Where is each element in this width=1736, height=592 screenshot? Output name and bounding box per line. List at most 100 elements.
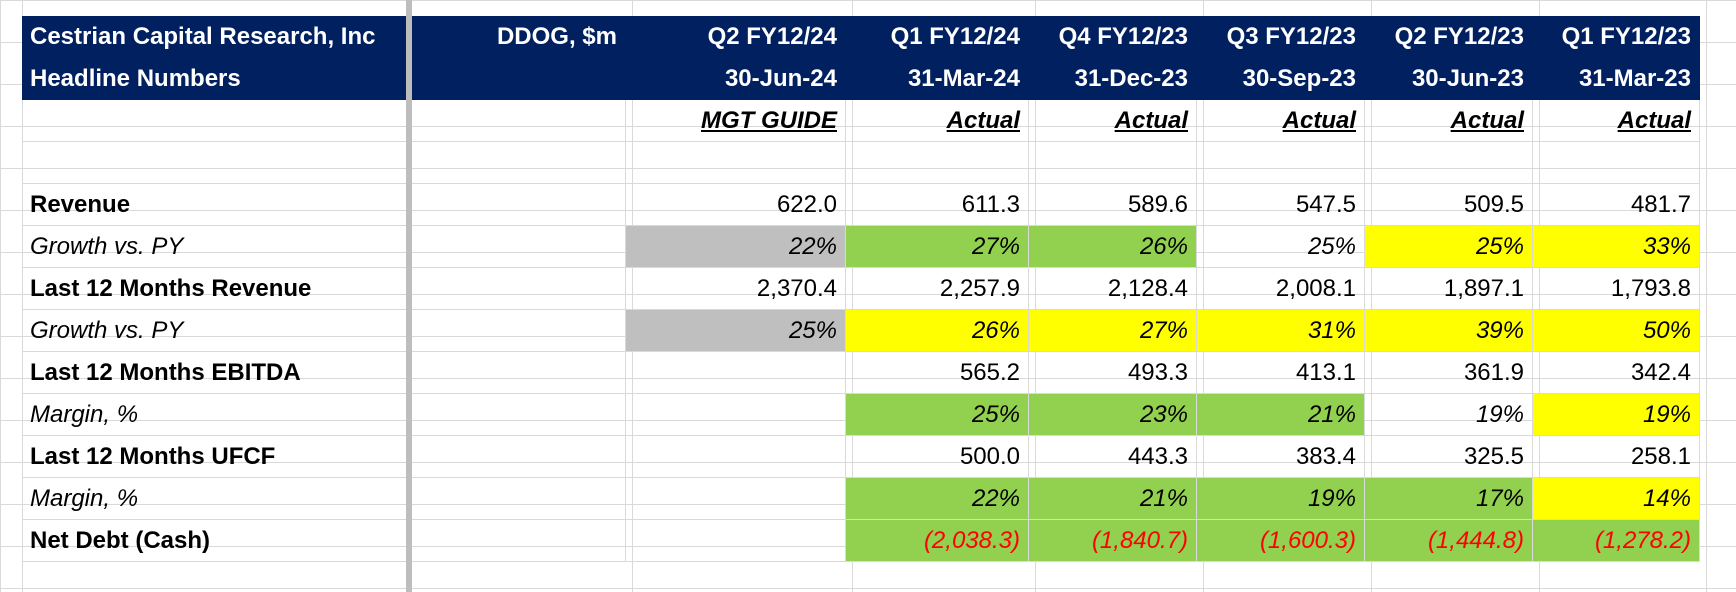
empty-cell[interactable]: [412, 394, 626, 436]
ltm-ebitda-cell[interactable]: 342.4: [1533, 352, 1700, 394]
ltm-ebitda-cell[interactable]: 361.9: [1365, 352, 1533, 394]
empty-cell[interactable]: [846, 142, 1029, 184]
ebitda-margin-cell[interactable]: 25%: [846, 394, 1029, 436]
row-label-revenue[interactable]: Revenue: [22, 184, 412, 226]
ltm-ufcf-cell[interactable]: 383.4: [1197, 436, 1365, 478]
empty-cell[interactable]: [22, 100, 412, 142]
ltm-ebitda-cell[interactable]: 565.2: [846, 352, 1029, 394]
period-date-cell[interactable]: 31-Mar-24: [846, 58, 1029, 100]
revenue-growth-cell[interactable]: 26%: [1029, 226, 1197, 268]
row-label-ltm-ufcf[interactable]: Last 12 Months UFCF: [22, 436, 412, 478]
period-quarter-cell[interactable]: Q3 FY12/23: [1197, 16, 1365, 58]
ltm-ebitda-cell[interactable]: 413.1: [1197, 352, 1365, 394]
net-debt-cell[interactable]: (1,600.3): [1197, 520, 1365, 562]
empty-cell[interactable]: [412, 226, 626, 268]
period-quarter-cell[interactable]: Q1 FY12/24: [846, 16, 1029, 58]
ltm-ebitda-cell[interactable]: 493.3: [1029, 352, 1197, 394]
empty-cell[interactable]: [412, 478, 626, 520]
revenue-growth-cell[interactable]: 33%: [1533, 226, 1700, 268]
net-debt-cell[interactable]: (2,038.3): [846, 520, 1029, 562]
period-quarter-cell[interactable]: Q4 FY12/23: [1029, 16, 1197, 58]
empty-cell[interactable]: [1029, 142, 1197, 184]
row-label-revenue-growth[interactable]: Growth vs. PY: [22, 226, 412, 268]
ufcf-margin-cell[interactable]: 17%: [1365, 478, 1533, 520]
ltm-revenue-growth-cell[interactable]: 25%: [626, 310, 846, 352]
period-basis-cell[interactable]: Actual: [1533, 100, 1700, 142]
row-label-ltm-ebitda[interactable]: Last 12 Months EBITDA: [22, 352, 412, 394]
ufcf-margin-cell[interactable]: 19%: [1197, 478, 1365, 520]
row-label-net-debt[interactable]: Net Debt (Cash): [22, 520, 412, 562]
row-label-ltm-revenue[interactable]: Last 12 Months Revenue: [22, 268, 412, 310]
empty-cell[interactable]: [412, 142, 626, 184]
revenue-value-cell[interactable]: 481.7: [1533, 184, 1700, 226]
ticker-cell[interactable]: DDOG, $m: [412, 16, 626, 58]
revenue-growth-cell[interactable]: 25%: [1365, 226, 1533, 268]
ltm-revenue-growth-cell[interactable]: 26%: [846, 310, 1029, 352]
empty-header-cell[interactable]: [412, 58, 626, 100]
ltm-revenue-cell[interactable]: 1,793.8: [1533, 268, 1700, 310]
ltm-ufcf-cell[interactable]: 258.1: [1533, 436, 1700, 478]
subtitle-cell[interactable]: Headline Numbers: [22, 58, 412, 100]
revenue-value-cell[interactable]: 622.0: [626, 184, 846, 226]
ltm-ufcf-cell[interactable]: 500.0: [846, 436, 1029, 478]
period-basis-cell[interactable]: Actual: [1029, 100, 1197, 142]
ebitda-margin-cell[interactable]: 23%: [1029, 394, 1197, 436]
period-quarter-cell[interactable]: Q2 FY12/24: [626, 16, 846, 58]
ltm-revenue-growth-cell[interactable]: 39%: [1365, 310, 1533, 352]
ltm-ebitda-cell[interactable]: [626, 352, 846, 394]
ebitda-margin-cell[interactable]: 21%: [1197, 394, 1365, 436]
ufcf-margin-cell[interactable]: 21%: [1029, 478, 1197, 520]
ufcf-margin-cell[interactable]: [626, 478, 846, 520]
ltm-revenue-cell[interactable]: 2,257.9: [846, 268, 1029, 310]
ebitda-margin-cell[interactable]: [626, 394, 846, 436]
empty-cell[interactable]: [1533, 142, 1700, 184]
empty-cell[interactable]: [412, 520, 626, 562]
ebitda-margin-cell[interactable]: 19%: [1365, 394, 1533, 436]
ltm-revenue-cell[interactable]: 1,897.1: [1365, 268, 1533, 310]
empty-cell[interactable]: [626, 142, 846, 184]
period-date-cell[interactable]: 30-Jun-24: [626, 58, 846, 100]
period-quarter-cell[interactable]: Q2 FY12/23: [1365, 16, 1533, 58]
revenue-growth-cell[interactable]: 22%: [626, 226, 846, 268]
revenue-growth-cell[interactable]: 27%: [846, 226, 1029, 268]
ltm-revenue-cell[interactable]: 2,128.4: [1029, 268, 1197, 310]
ltm-ufcf-cell[interactable]: 443.3: [1029, 436, 1197, 478]
ltm-revenue-growth-cell[interactable]: 27%: [1029, 310, 1197, 352]
period-date-cell[interactable]: 30-Jun-23: [1365, 58, 1533, 100]
net-debt-cell[interactable]: [626, 520, 846, 562]
row-label-ltm-revenue-growth[interactable]: Growth vs. PY: [22, 310, 412, 352]
period-basis-cell[interactable]: Actual: [1197, 100, 1365, 142]
net-debt-cell[interactable]: (1,444.8): [1365, 520, 1533, 562]
period-basis-cell[interactable]: Actual: [1365, 100, 1533, 142]
net-debt-cell[interactable]: (1,840.7): [1029, 520, 1197, 562]
ltm-revenue-growth-cell[interactable]: 31%: [1197, 310, 1365, 352]
empty-cell[interactable]: [412, 352, 626, 394]
net-debt-cell[interactable]: (1,278.2): [1533, 520, 1700, 562]
row-label-ebitda-margin[interactable]: Margin, %: [22, 394, 412, 436]
empty-cell[interactable]: [412, 436, 626, 478]
period-basis-cell[interactable]: Actual: [846, 100, 1029, 142]
empty-cell[interactable]: [1197, 142, 1365, 184]
revenue-value-cell[interactable]: 509.5: [1365, 184, 1533, 226]
ltm-revenue-growth-cell[interactable]: 50%: [1533, 310, 1700, 352]
empty-cell[interactable]: [412, 268, 626, 310]
period-date-cell[interactable]: 31-Mar-23: [1533, 58, 1700, 100]
row-label-ufcf-margin[interactable]: Margin, %: [22, 478, 412, 520]
ufcf-margin-cell[interactable]: 22%: [846, 478, 1029, 520]
revenue-growth-cell[interactable]: 25%: [1197, 226, 1365, 268]
revenue-value-cell[interactable]: 611.3: [846, 184, 1029, 226]
period-basis-cell[interactable]: MGT GUIDE: [626, 100, 846, 142]
revenue-value-cell[interactable]: 589.6: [1029, 184, 1197, 226]
ebitda-margin-cell[interactable]: 19%: [1533, 394, 1700, 436]
revenue-value-cell[interactable]: 547.5: [1197, 184, 1365, 226]
ltm-ufcf-cell[interactable]: [626, 436, 846, 478]
freeze-pane-divider[interactable]: [406, 0, 412, 592]
empty-cell[interactable]: [412, 310, 626, 352]
empty-cell[interactable]: [412, 100, 626, 142]
company-name-cell[interactable]: Cestrian Capital Research, Inc: [22, 16, 412, 58]
empty-cell[interactable]: [412, 184, 626, 226]
empty-cell[interactable]: [22, 142, 412, 184]
period-date-cell[interactable]: 31-Dec-23: [1029, 58, 1197, 100]
period-date-cell[interactable]: 30-Sep-23: [1197, 58, 1365, 100]
ltm-revenue-cell[interactable]: 2,008.1: [1197, 268, 1365, 310]
